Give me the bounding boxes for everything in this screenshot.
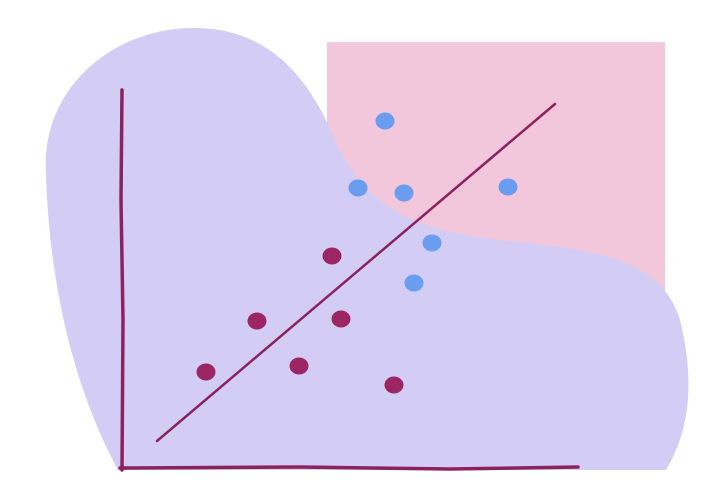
- point: [375, 112, 395, 130]
- blue-points: [348, 112, 518, 292]
- point: [196, 363, 216, 381]
- magenta-points: [196, 247, 404, 394]
- lavender-blob: [45, 27, 689, 471]
- point: [404, 274, 424, 292]
- x-axis: [118, 465, 580, 471]
- point: [384, 376, 404, 394]
- point: [289, 357, 309, 375]
- point: [348, 179, 368, 197]
- y-axis: [119, 88, 125, 472]
- point: [394, 184, 414, 202]
- trend-line: [155, 102, 557, 443]
- point: [322, 247, 342, 265]
- point: [422, 234, 442, 252]
- point: [498, 178, 518, 196]
- point: [247, 312, 267, 330]
- point: [331, 310, 351, 328]
